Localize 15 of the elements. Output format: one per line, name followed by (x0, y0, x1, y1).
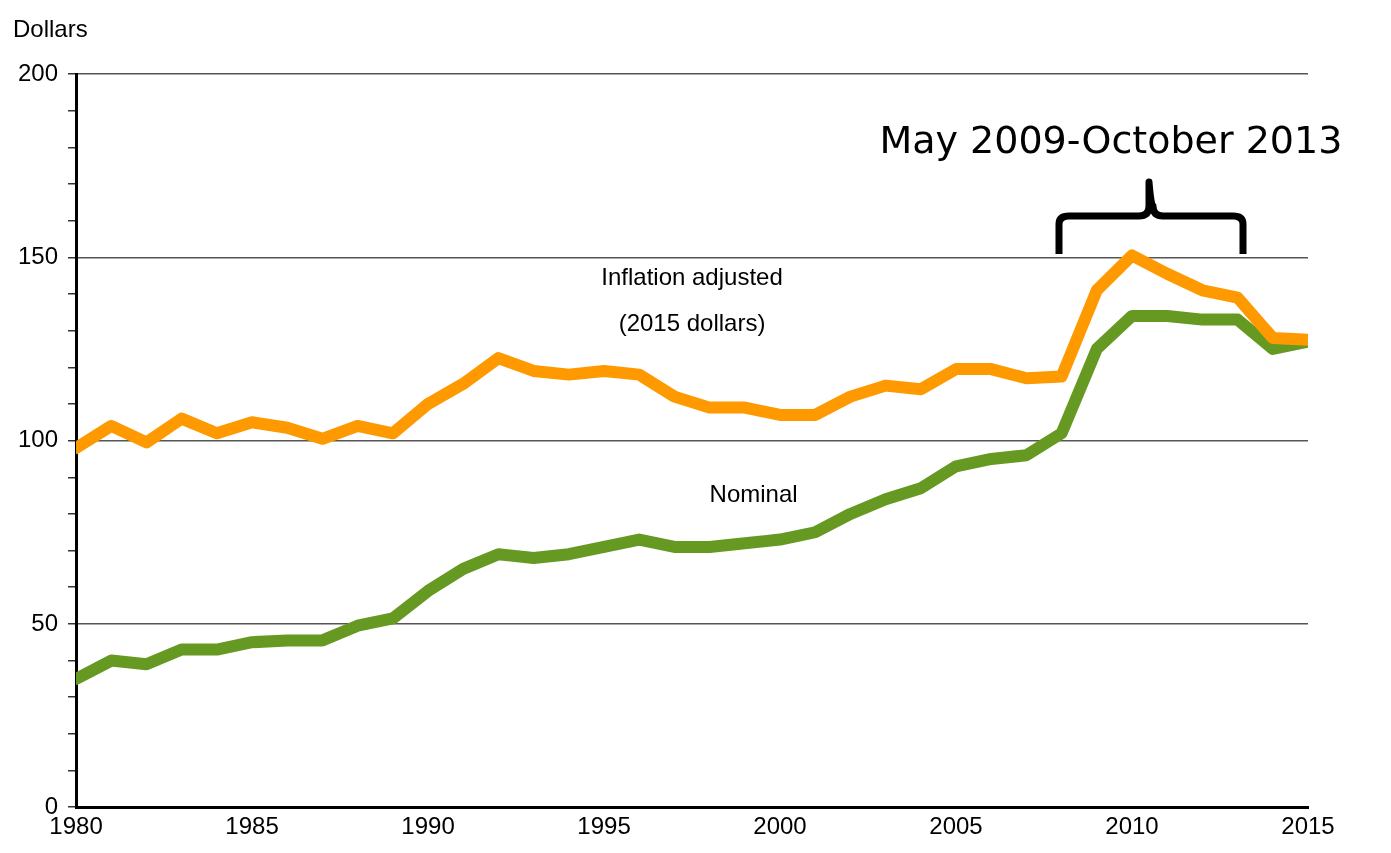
y-tick-label: 150 (18, 241, 59, 269)
y-tick-label: 50 (31, 608, 59, 636)
y-tick-label: 100 (18, 425, 59, 453)
x-tick-label: 2010 (1105, 812, 1159, 840)
x-tick-label: 1990 (401, 812, 455, 840)
y-axis-title: Dollars (13, 14, 88, 42)
annotation: May 2009-October 2013 (879, 117, 1343, 162)
series-label: Nominal (709, 480, 798, 508)
x-tick-label: 1995 (577, 812, 631, 840)
x-tick-label: 2000 (753, 812, 807, 840)
x-tick-label: 1985 (225, 812, 279, 840)
series-label: Inflation adjusted (2015 dollars) (601, 262, 783, 336)
x-tick-label: 2005 (929, 812, 983, 840)
x-tick-label: 2015 (1281, 812, 1335, 840)
y-tick-label: 200 (18, 58, 59, 86)
